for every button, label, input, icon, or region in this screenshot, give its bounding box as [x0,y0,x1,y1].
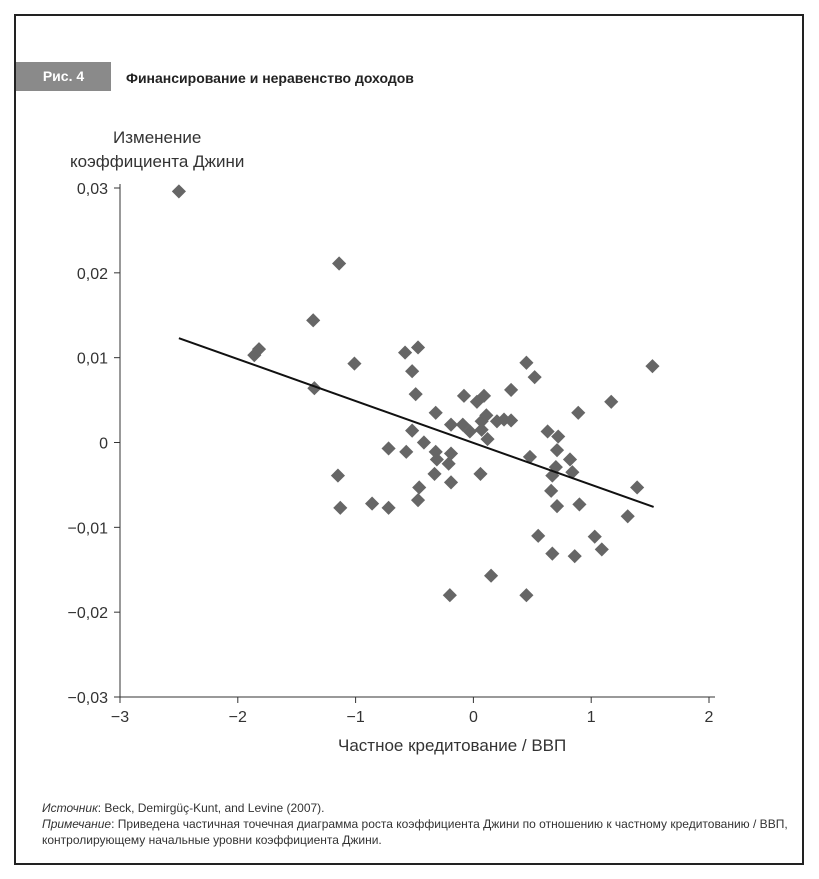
figure-label: Рис. 4 [16,62,111,91]
data-point [442,588,457,603]
data-point [527,370,542,385]
data-point [474,422,489,437]
data-point [365,496,380,511]
data-point [549,443,565,458]
data-point [473,466,488,481]
x-tick-label: −3 [111,709,129,726]
data-point [549,499,565,514]
data-point [427,466,442,481]
x-tick-label: −1 [346,709,364,726]
y-tick-label: −0,01 [68,520,109,537]
data-point [410,340,426,355]
note-text: : Приведена частичная точечная диаграмма… [111,817,788,831]
note-text-2: контролирующему начальные уровни коэффиц… [42,833,382,847]
source-text: : Beck, Demirgüç-Kunt, and Levine (2007)… [97,801,325,815]
data-point [551,429,566,444]
data-point [381,500,396,515]
data-point [441,456,456,471]
data-point [443,475,459,490]
y-tick-label: −0,03 [68,690,109,707]
data-point [620,509,635,524]
data-point [545,546,560,561]
x-axis-label: Частное кредитование / ВВП [338,736,567,755]
data-point [462,424,477,439]
data-point [519,355,534,370]
y-tick-label: 0 [99,436,108,453]
data-point [443,446,459,461]
data-point [587,529,602,544]
x-tick-label: 0 [469,709,478,726]
y-tick-label: −0,02 [68,605,109,622]
data-point [476,388,492,403]
data-point [332,256,347,271]
trend-line [178,337,654,508]
data-point [347,356,362,371]
y-axis-label-line2: коэффициента Джини [70,152,245,171]
y-axis-label-line1: Изменение [113,128,202,147]
data-point [410,493,426,508]
x-tick-label: 1 [587,709,596,726]
data-point [416,435,431,450]
data-point [456,388,472,403]
data-point [519,588,534,603]
data-point [429,452,444,467]
data-point [251,342,267,357]
data-point [381,441,396,456]
note-label: Примечание [42,817,112,831]
data-point [428,405,443,420]
data-point [398,345,413,360]
data-point [443,417,459,432]
data-point [630,480,645,495]
data-point [333,500,348,515]
data-point [306,313,321,328]
data-point [412,480,427,495]
data-point [330,468,346,483]
data-point [594,542,609,557]
data-point [480,432,495,447]
x-tick-label: 2 [705,709,714,726]
y-tick-label: 0,03 [77,181,108,198]
data-point [405,423,420,438]
data-point [567,549,582,564]
data-point [544,483,559,498]
data-point [571,405,586,420]
y-axis-label: Изменение коэффициента Джини [70,126,244,174]
data-point [483,568,499,583]
data-point [522,449,538,464]
data-point [540,424,555,439]
x-tick-label: −2 [229,709,247,726]
data-point [565,465,580,480]
data-point [399,444,414,459]
data-point [405,364,420,379]
data-point [604,394,619,409]
notes: Источник: Beck, Demirgüç-Kunt, and Levin… [42,800,788,848]
figure-frame [14,14,804,865]
data-point [408,387,423,402]
data-point [572,497,587,512]
y-tick-label: 0,01 [77,351,108,368]
data-point [504,413,519,428]
data-point [531,528,546,543]
source-line: Источник: Beck, Demirgüç-Kunt, and Levin… [42,800,788,816]
data-point [562,452,578,467]
source-label: Источник [42,801,98,815]
data-point [504,382,519,397]
data-point [479,408,494,423]
data-point [645,359,660,374]
data-point [171,184,186,199]
chart-title: Финансирование и неравенство доходов [126,70,414,86]
y-tick-label: 0,02 [77,266,108,283]
note-line: Примечание: Приведена частичная точечная… [42,816,788,832]
